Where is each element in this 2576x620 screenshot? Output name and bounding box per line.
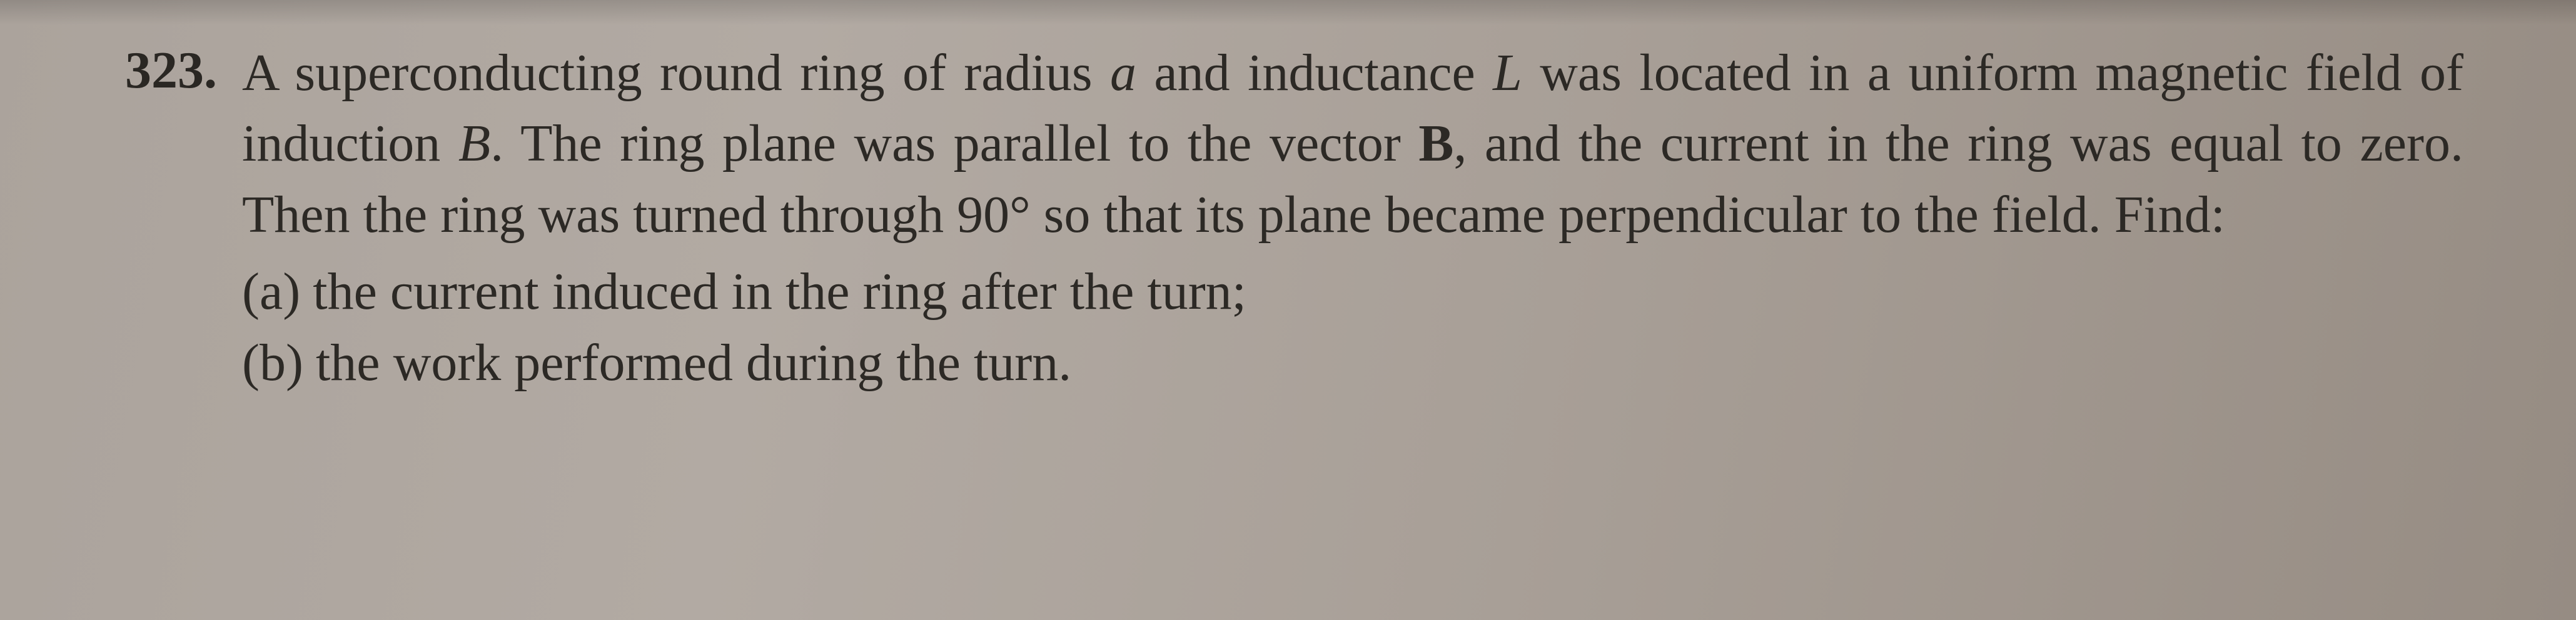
problem-stem: A superconducting round ring of radius a… [242, 38, 2463, 250]
problem-parts: (a) the current induced in the ring afte… [242, 256, 2463, 398]
part-label: (a) [242, 256, 313, 327]
part-label: (b) [242, 328, 316, 398]
problem-part: (b) the work performed during the turn. [242, 328, 2463, 398]
problem-part: (a) the current induced in the ring afte… [242, 256, 2463, 327]
problem-number: 323. [125, 38, 242, 103]
top-shadow [0, 0, 2576, 25]
page: 323. A superconducting round ring of rad… [0, 0, 2576, 620]
problem-body: A superconducting round ring of radius a… [242, 38, 2463, 398]
part-text: the current induced in the ring after th… [313, 256, 2463, 327]
part-text: the work performed during the turn. [316, 328, 2463, 398]
problem-block: 323. A superconducting round ring of rad… [125, 38, 2463, 398]
